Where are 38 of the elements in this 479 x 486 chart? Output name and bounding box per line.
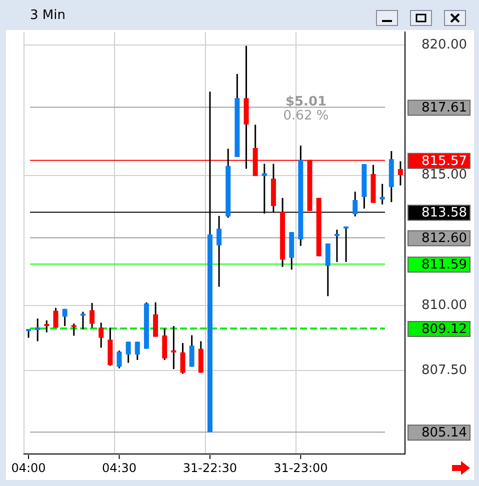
y-tick-label: 810.00 (422, 298, 468, 313)
ref-line-label: 815.57 (422, 154, 468, 169)
candlestick (344, 226, 349, 263)
x-tick-label: 31-22:30 (182, 461, 238, 476)
candlestick (334, 228, 340, 263)
candlestick (171, 325, 176, 370)
ref-line-label: 805.14 (422, 425, 468, 440)
candlestick (153, 302, 158, 338)
ref-line-label: 812.60 (422, 231, 468, 246)
annotation: 0.62 % (283, 108, 329, 124)
x-tick-label: 31-23:00 (274, 461, 328, 476)
x-tick-label: 04:30 (102, 461, 137, 476)
candlestick (216, 215, 222, 288)
candlestick (162, 328, 168, 361)
candlestick (134, 340, 140, 361)
y-tick-label: 820.00 (422, 37, 468, 52)
ref-line-label: 811.59 (422, 257, 468, 272)
x-tick-label: 04:00 (11, 461, 46, 476)
candlestick (380, 183, 385, 206)
candlestick (325, 242, 330, 297)
candlestick (126, 340, 131, 364)
y-tick-label: 807.50 (422, 363, 468, 378)
ref-line-label: 809.12 (422, 322, 468, 337)
candlestick (53, 307, 58, 328)
candlestick (71, 322, 76, 336)
candlestick (90, 302, 95, 328)
ref-line-label: 813.58 (422, 206, 468, 221)
candlestick (62, 308, 68, 327)
candlestick (198, 340, 204, 374)
y-tick-label: 815.00 (422, 168, 468, 183)
candlestick (98, 322, 104, 348)
candlestick (189, 334, 194, 368)
candlestick (44, 320, 50, 334)
annotation: $5.01 (285, 94, 327, 110)
ref-line-label: 817.61 (422, 100, 468, 116)
chart-title: 3 Min (30, 8, 66, 23)
candlestick (35, 318, 40, 342)
candlestick (80, 311, 86, 330)
